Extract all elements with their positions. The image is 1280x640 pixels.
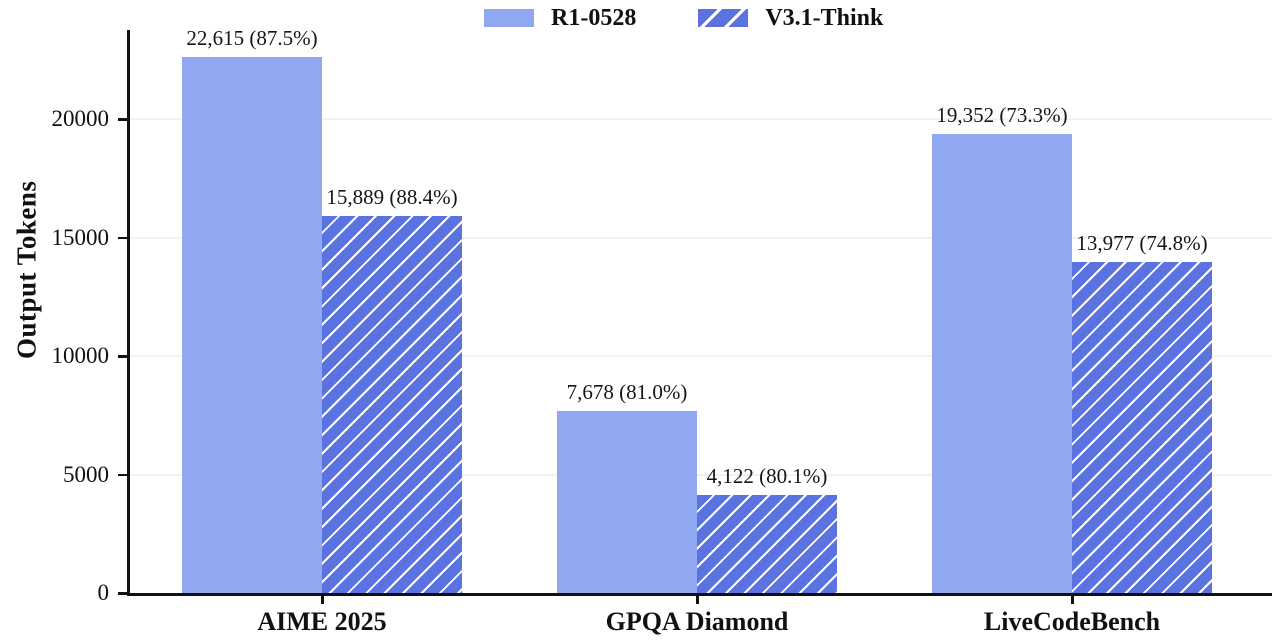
legend: R1-0528 V3.1-Think [484, 2, 883, 34]
x-category-label: GPQA Diamond [605, 607, 789, 636]
bar-v3.1-think-2 [697, 495, 837, 593]
bar-r1-0528-2 [557, 411, 697, 593]
bar-v3.1-think-3 [1072, 261, 1212, 593]
y-tick [118, 236, 127, 239]
y-tick-label: 5000 [63, 461, 109, 487]
y-axis-spine [127, 30, 130, 596]
y-tick-label: 10000 [51, 343, 110, 368]
y-axis-title: Output Tokens [11, 180, 42, 360]
bar-v3.1-think-1 [322, 216, 462, 593]
legend-swatch-hatched [698, 9, 749, 27]
bar-r1-0528-1 [182, 57, 322, 593]
y-tick-label: 20000 [51, 106, 110, 131]
bar-r1-0528-3 [932, 134, 1072, 593]
legend-entry-v3.1-think: V3.1-Think [698, 5, 883, 32]
gridline [127, 236, 1272, 239]
y-tick-label: 15000 [51, 224, 110, 250]
x-tick [696, 595, 699, 604]
bar-value-label: 15,889 (88.4%) [326, 185, 458, 210]
legend-entry-r1-0528: R1-0528 [484, 5, 636, 32]
x-axis-spine [127, 593, 1272, 596]
x-category-label: AIME 2025 [257, 607, 387, 636]
x-category-label: LiveCodeBench [983, 607, 1161, 636]
bar-value-label: 13,977 (74.8%) [1076, 230, 1208, 255]
y-tick [118, 355, 127, 358]
y-tick [118, 473, 127, 476]
gridline [127, 355, 1272, 357]
gridline [127, 473, 1272, 476]
bar-value-label: 19,352 (73.3%) [936, 103, 1068, 128]
legend-label: V3.1-Think [765, 4, 884, 31]
y-tick [118, 592, 127, 595]
bar-value-label: 7,678 (81.0%) [566, 380, 688, 405]
gridline [127, 118, 1272, 120]
y-tick [118, 118, 127, 121]
legend-label: R1-0528 [551, 4, 637, 31]
x-tick [1071, 595, 1074, 604]
y-tick-label: 0 [97, 580, 110, 605]
bar-value-label: 22,615 (87.5%) [186, 26, 318, 51]
legend-swatch-solid [484, 9, 534, 27]
x-tick [321, 595, 324, 604]
bar-value-label: 4,122 (80.1%) [706, 464, 828, 489]
